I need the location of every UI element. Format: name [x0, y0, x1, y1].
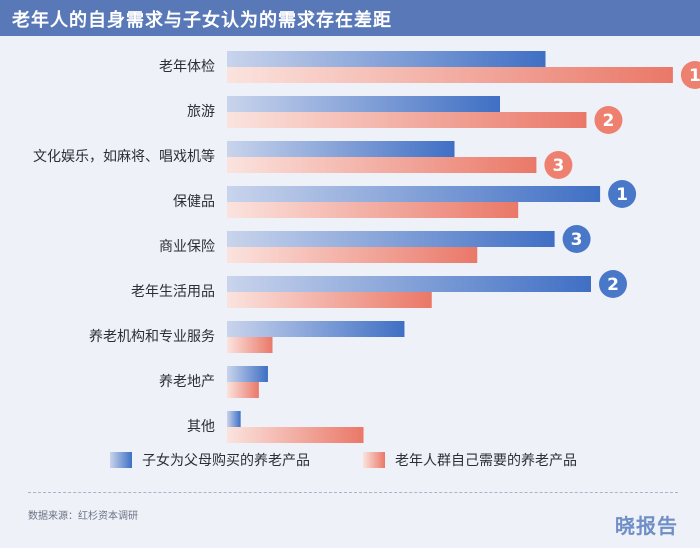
bar-children-bought: [227, 96, 500, 112]
bar-elderly-need: [227, 247, 478, 263]
category-label: 老年体检: [159, 59, 215, 75]
bar-elderly-need: [227, 67, 673, 83]
rank-badge: [594, 106, 623, 134]
bar-elderly-need: [227, 427, 364, 443]
bar-children-bought: [227, 276, 591, 292]
data-source: 数据来源：红杉资本调研: [28, 511, 138, 522]
bar-elderly-need: [227, 112, 587, 128]
category-label: 文化娱乐，如麻将、唱戏机等: [33, 148, 215, 165]
rank-label: 2: [607, 275, 619, 295]
chart-title: 老年人的自身需求与子女认为的需求存在差距: [12, 10, 392, 31]
rank-badge: [680, 61, 700, 89]
bar-elderly-need: [227, 337, 273, 353]
bar-elderly-need: [227, 382, 259, 398]
category-label: 保健品: [173, 194, 215, 210]
bar-children-bought: [227, 51, 546, 67]
legend-swatch: [363, 452, 385, 468]
rank-badge: [599, 270, 627, 298]
bar-children-bought: [227, 321, 405, 337]
category-label: 养老机构和专业服务: [89, 329, 215, 345]
chart-header: 老年人的自身需求与子女认为的需求存在差距: [0, 0, 700, 36]
rank-badge: [562, 225, 591, 253]
rank-label: 3: [571, 230, 583, 250]
footer-divider: [28, 492, 678, 493]
bar-children-bought: [227, 231, 555, 247]
rank-badge: [608, 180, 637, 208]
legend-label: 老年人群自己需要的养老产品: [395, 453, 577, 469]
bar-elderly-need: [227, 157, 537, 173]
bar-children-bought: [227, 141, 455, 157]
legend-swatch: [110, 452, 132, 468]
bar-chart: 老年体检 1 旅游 2 文化娱乐，如麻将、唱戏机等 3 保健品 1 商业保险 3 老年生活用品 2 养老…: [33, 51, 700, 469]
rank-badge: [544, 151, 573, 179]
rank-label: 1: [616, 185, 628, 205]
rank-label: 2: [603, 111, 615, 131]
bar-elderly-need: [227, 292, 432, 308]
category-label: 其他: [187, 419, 215, 435]
category-label: 商业保险: [159, 239, 215, 255]
bar-children-bought: [227, 366, 268, 382]
category-label: 养老地产: [159, 374, 215, 390]
legend-label: 子女为父母购买的养老产品: [142, 452, 310, 469]
brand-logo: 晓报告: [615, 514, 678, 538]
rank-label: 3: [552, 156, 564, 176]
bar-elderly-need: [227, 202, 519, 218]
bar-children-bought: [227, 411, 241, 427]
rank-label: 1: [689, 66, 700, 86]
category-label: 旅游: [187, 104, 215, 120]
bar-children-bought: [227, 186, 601, 202]
category-label: 老年生活用品: [131, 284, 215, 300]
